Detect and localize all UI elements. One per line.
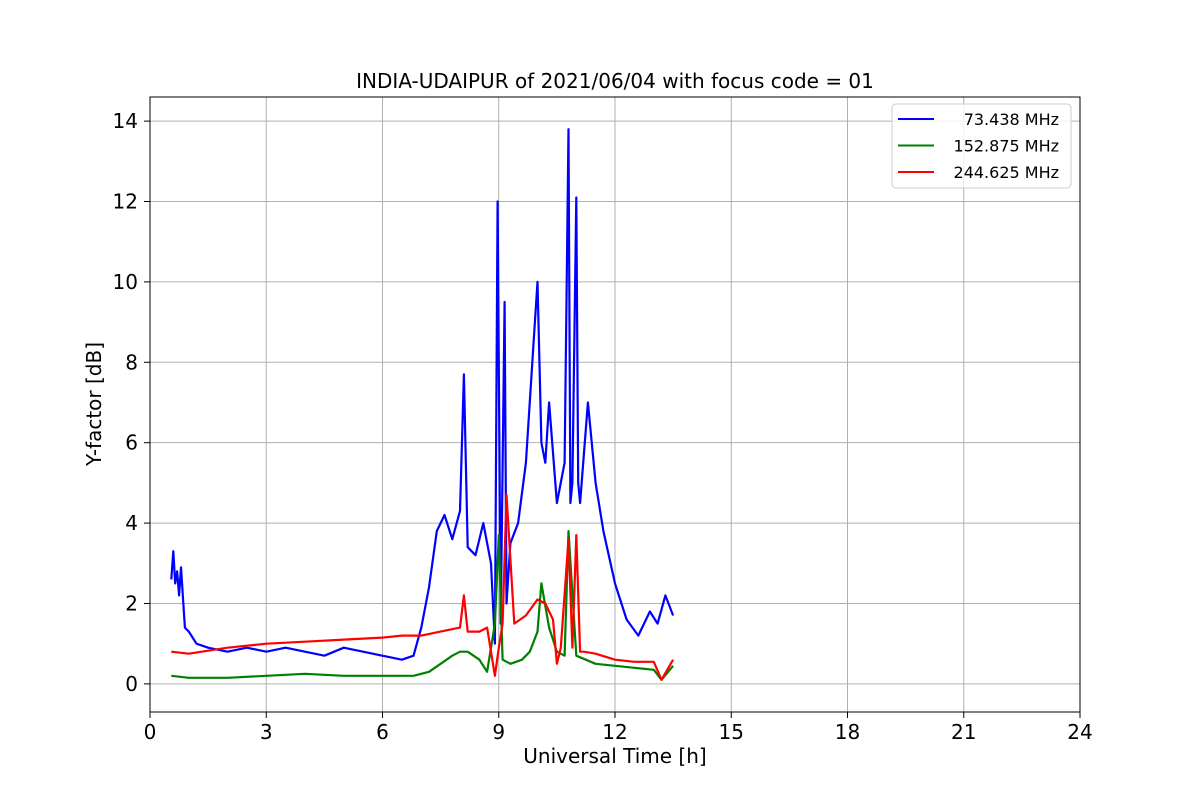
x-tick-label: 12 xyxy=(602,720,627,744)
x-tick-label: 18 xyxy=(835,720,860,744)
y-axis-label: Y-factor [dB] xyxy=(82,342,106,467)
legend: 73.438 MHz 152.875 MHz 244.625 MHz xyxy=(891,103,1072,189)
y-tick-label: 12 xyxy=(113,190,138,214)
y-tick-label: 8 xyxy=(125,350,138,374)
legend-label-1: 152.875 MHz xyxy=(954,137,1059,156)
x-tick-label: 9 xyxy=(492,720,505,744)
x-axis-ticks: 0 3 6 9 12 15 18 21 24 xyxy=(144,712,1093,744)
x-tick-label: 24 xyxy=(1067,720,1092,744)
y-tick-label: 4 xyxy=(125,511,138,535)
x-tick-label: 6 xyxy=(376,720,389,744)
series-line-2 xyxy=(171,493,675,681)
series-line-1 xyxy=(171,529,674,681)
legend-label-0: 73.438 MHz xyxy=(964,110,1059,129)
y-axis-ticks: 0 2 4 6 8 10 12 14 xyxy=(113,109,150,696)
grid xyxy=(149,97,1081,712)
y-tick-label: 0 xyxy=(125,672,138,696)
x-axis-label: Universal Time [h] xyxy=(523,744,706,768)
x-tick-label: 15 xyxy=(719,720,744,744)
legend-box xyxy=(891,103,1072,189)
y-tick-label: 14 xyxy=(113,109,138,133)
y-tick-label: 2 xyxy=(125,591,138,615)
plot-area-frame xyxy=(149,96,1081,713)
x-tick-label: 3 xyxy=(260,720,273,744)
chart-title: INDIA-UDAIPUR of 2021/06/04 with focus c… xyxy=(356,69,874,93)
series-line-0 xyxy=(170,128,675,661)
x-tick-label: 0 xyxy=(144,720,157,744)
data-series xyxy=(170,128,675,681)
y-tick-label: 6 xyxy=(125,431,138,455)
y-tick-label: 10 xyxy=(113,270,138,294)
legend-label-2: 244.625 MHz xyxy=(954,163,1059,182)
x-tick-label: 21 xyxy=(951,720,976,744)
